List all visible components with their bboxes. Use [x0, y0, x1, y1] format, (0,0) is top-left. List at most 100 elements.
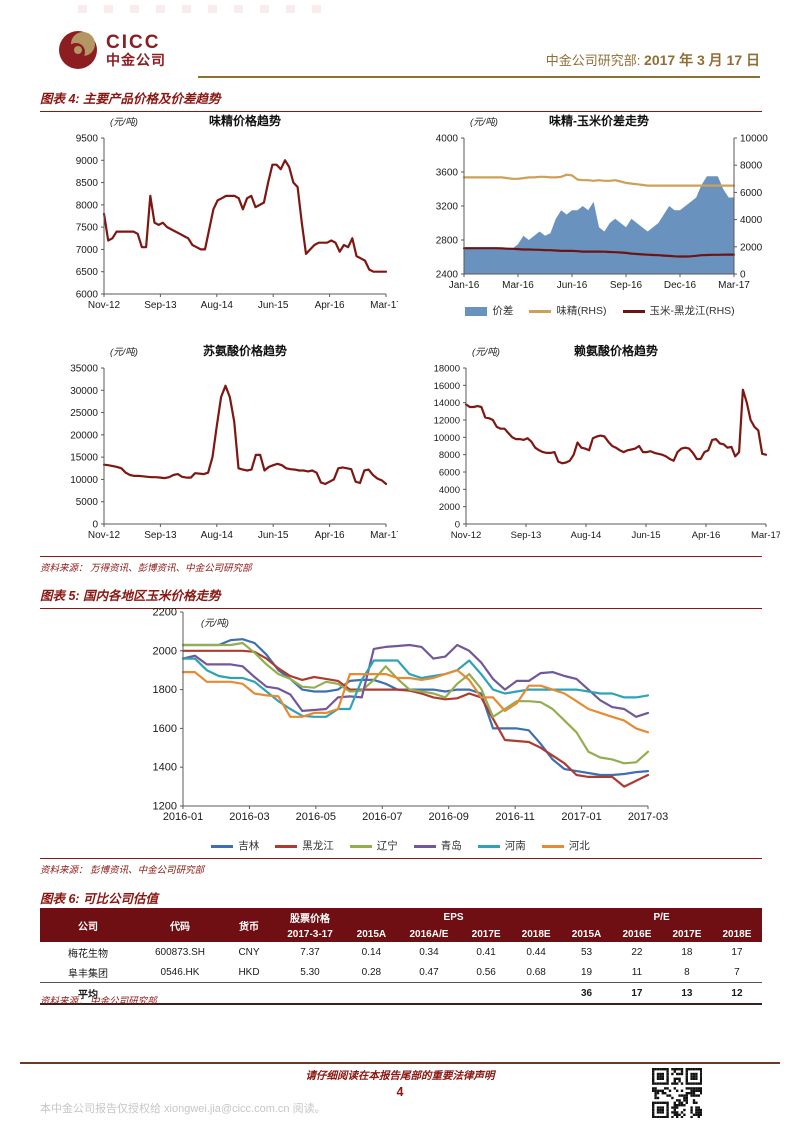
svg-text:2800: 2800 — [436, 236, 459, 247]
svg-text:2016-03: 2016-03 — [229, 811, 269, 823]
svg-text:2016-05: 2016-05 — [296, 811, 336, 823]
table-sub-header: 2017E — [461, 927, 512, 942]
lysine-price-chart: 0 2000 4000 6000 8000 10000 12000 14000 16000 180… — [420, 342, 781, 559]
svg-text:6500: 6500 — [76, 267, 99, 278]
svg-text:14000: 14000 — [434, 398, 460, 409]
qr-code — [652, 1068, 703, 1123]
svg-text:0: 0 — [455, 520, 460, 531]
svg-text:2200: 2200 — [153, 607, 177, 619]
table-cell: 12 — [711, 982, 762, 1005]
svg-text:(元/吨): (元/吨) — [470, 117, 498, 128]
table-cell: 平均 — [40, 982, 136, 1005]
table-cell: 600873.SH — [154, 946, 206, 958]
col-price-group: 股票价格 — [274, 908, 346, 927]
legend-item: 青岛 — [413, 838, 462, 853]
table-cell: 0546.HK — [160, 966, 200, 978]
legend-swatch-icon — [465, 306, 488, 316]
table-cell: 5.30 — [300, 966, 320, 978]
regional-corn-price-chart: 1200 1400 1600 1800 2000 2200 2016-01 2016-03 20… — [128, 604, 673, 843]
footer-disclaimer: 请仔细阅读在本报告尾部的重要法律声明 — [305, 1070, 495, 1082]
table-cell: 36 — [561, 982, 612, 1005]
legend-label: 吉林 — [238, 840, 260, 852]
legend-item: 吉林 — [211, 838, 259, 853]
svg-text:12000: 12000 — [434, 416, 460, 427]
svg-text:35000: 35000 — [70, 364, 98, 375]
svg-text:(元/吨): (元/吨) — [472, 347, 500, 358]
svg-text:Mar-17: Mar-17 — [751, 530, 780, 541]
table-cell: 0.56 — [476, 966, 496, 978]
legend-label: 辽宁 — [376, 840, 398, 852]
table-cell: 7.37 — [300, 946, 320, 958]
svg-text:Aug-14: Aug-14 — [571, 530, 602, 541]
valuation-table-wrap: 公司 代码 货币 股票价格 EPS P/E 2017-3-17 2015A 2016… — [40, 908, 762, 1005]
table-sub-header: 2017-3-17 — [274, 927, 346, 942]
svg-text:3200: 3200 — [436, 202, 459, 213]
svg-text:味精-玉米价差走势: 味精-玉米价差走势 — [549, 113, 649, 128]
table-cell: 0.28 — [361, 966, 382, 978]
svg-text:Aug-14: Aug-14 — [201, 300, 234, 311]
table-cell: 0.14 — [361, 946, 382, 958]
legend-label: 价差 — [492, 305, 514, 317]
col-currency: 货币 — [224, 908, 274, 942]
svg-text:Aug-14: Aug-14 — [201, 530, 234, 541]
svg-text:Jun-15: Jun-15 — [258, 300, 289, 311]
table-cell: 0.41 — [476, 946, 496, 958]
legend-item: 黑龙江 — [275, 838, 334, 853]
table-cell: 17 — [731, 946, 743, 958]
valuation-table: 公司 代码 货币 股票价格 EPS P/E 2017-3-17 2015A 2016… — [40, 908, 762, 1005]
logo-cn: 中金公司 — [106, 51, 166, 68]
table-group-header-row: 公司 代码 货币 股票价格 EPS P/E — [40, 908, 762, 942]
threonine-price-chart: 0 5000 10000 15000 20000 25000 30000 35000 Nov-1… — [58, 342, 402, 559]
legend-label: 河南 — [504, 840, 526, 852]
license-note: 本中金公司报告仅授权给 xiongwei.jia@cicc.com.cn 阅读。 — [40, 1103, 326, 1115]
svg-text:5000: 5000 — [76, 497, 99, 508]
faint-watermark — [78, 5, 328, 13]
msg-corn-spread-chart: 2400 2800 3200 3600 4000 0 2000 4000 6000 8000 100… — [420, 112, 780, 305]
logo-text: CICC 中金公司 — [106, 31, 166, 68]
svg-text:Jan-16: Jan-16 — [449, 280, 480, 291]
svg-text:Mar-17: Mar-17 — [370, 300, 398, 311]
table-row: 梅花生物 600873.SH CNY 7.37 0.14 0.34 0.41 0.44 53 22… — [40, 942, 762, 962]
legend-label: 玉米-黑龙江(RHS) — [649, 305, 735, 317]
svg-text:10000: 10000 — [70, 475, 98, 486]
col-pe-group: P/E — [561, 908, 762, 927]
table-sub-header: 2017E — [661, 927, 712, 942]
svg-text:4000: 4000 — [439, 485, 460, 496]
svg-text:Sep-13: Sep-13 — [144, 300, 177, 311]
svg-text:9500: 9500 — [76, 134, 99, 145]
legend-label: 黑龙江 — [302, 840, 334, 852]
page-number: 4 — [396, 1085, 404, 1099]
svg-text:2000: 2000 — [153, 645, 177, 657]
legend-swatch-icon — [477, 844, 500, 848]
svg-text:Apr-16: Apr-16 — [315, 530, 345, 541]
cicc-logo-icon — [59, 31, 97, 69]
svg-text:味精价格趋势: 味精价格趋势 — [209, 113, 281, 128]
svg-text:2016-07: 2016-07 — [362, 811, 402, 823]
svg-text:0: 0 — [740, 270, 746, 281]
svg-text:4000: 4000 — [436, 134, 459, 145]
legend-label: 味精(RHS) — [556, 305, 607, 317]
col-code: 代码 — [136, 908, 224, 942]
table-cell: 13 — [661, 982, 712, 1005]
svg-text:8000: 8000 — [740, 161, 763, 172]
svg-text:25000: 25000 — [70, 408, 98, 419]
svg-text:Jun-15: Jun-15 — [631, 530, 660, 541]
table-cell: 53 — [580, 946, 593, 958]
table-cell: 0.34 — [419, 946, 439, 958]
logo-en: CICC — [106, 31, 161, 53]
svg-text:2017-01: 2017-01 — [561, 811, 601, 823]
legend-item: 玉米-黑龙江(RHS) — [622, 303, 735, 318]
msg-price-chart: 6000 6500 7000 7500 8000 8500 9000 9500 Nov-12 Se… — [58, 112, 403, 329]
table-row: 平均 36 17 13 12 — [40, 982, 762, 1005]
svg-text:1600: 1600 — [153, 723, 177, 735]
legend-item: 河南 — [477, 838, 526, 853]
table-cell: 22 — [631, 946, 643, 958]
svg-text:Nov-12: Nov-12 — [88, 530, 121, 541]
figure4-source: 资料来源： 万得资讯、彭博资讯、中金公司研究部 — [40, 556, 762, 574]
svg-text:16000: 16000 — [434, 381, 460, 392]
table-cell — [346, 982, 397, 1005]
table-sub-header: 2015A — [346, 927, 397, 942]
page-header: CICC 中金公司 中金公司研究部: 2017 年 3 月 17 日 — [58, 28, 760, 78]
legend-label: 河北 — [568, 840, 590, 852]
